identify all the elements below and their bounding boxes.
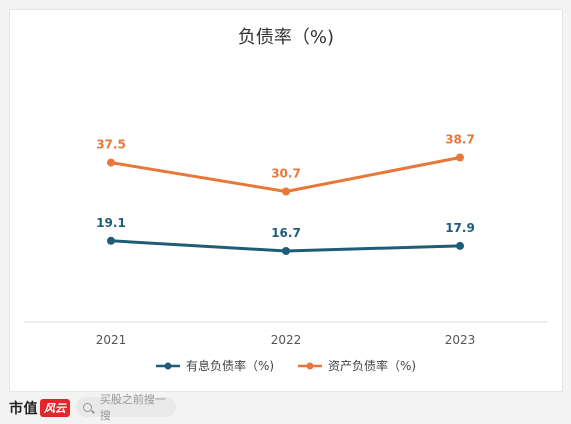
- series-layer: 19.1 16.7 17.9 37.5 30.7 38.7: [96, 133, 475, 255]
- legend-swatch-marker: [306, 362, 314, 370]
- brand-logo: 风云: [40, 399, 70, 417]
- data-point[interactable]: [282, 247, 290, 255]
- chart-title: 负债率（%): [238, 27, 334, 48]
- data-label: 38.7: [445, 133, 475, 147]
- legend-item[interactable]: 资产负债率（%): [298, 358, 416, 373]
- data-point[interactable]: [456, 241, 464, 250]
- data-point[interactable]: [107, 158, 115, 167]
- data-label: 30.7: [271, 167, 301, 181]
- brand-text: 市值: [9, 401, 38, 417]
- series-0: 19.1 16.7 17.9: [96, 216, 475, 255]
- data-label: 16.7: [271, 226, 301, 240]
- data-label: 17.9: [445, 221, 475, 235]
- data-label: 19.1: [96, 216, 126, 230]
- series-1: 37.5 30.7 38.7: [96, 133, 475, 196]
- data-point[interactable]: [107, 236, 115, 245]
- chart-card: 负债率（%) 2021 2022 2023 19.1 16.7 17.9 37.5 30.7…: [9, 9, 563, 392]
- search-placeholder: 买股之前搜一搜: [99, 393, 166, 422]
- legend: 有息负债率（%) 资产负债率（%): [156, 358, 416, 373]
- data-label: 37.5: [96, 138, 126, 152]
- brand[interactable]: 市值 风云: [9, 398, 70, 418]
- footer-bar: 市值 风云 买股之前搜一搜: [0, 392, 571, 424]
- x-tick-label: 2023: [445, 333, 476, 347]
- legend-label: 资产负债率（%): [328, 358, 416, 373]
- legend-swatch-marker: [164, 362, 172, 370]
- x-tick-labels: 2021 2022 2023: [96, 333, 476, 347]
- line-chart: 负债率（%) 2021 2022 2023 19.1 16.7 17.9 37.5 30.7…: [24, 27, 548, 373]
- search-icon: [83, 402, 92, 412]
- data-point[interactable]: [282, 187, 290, 196]
- x-tick-label: 2021: [96, 333, 127, 347]
- x-tick-label: 2022: [271, 333, 302, 347]
- legend-item[interactable]: 有息负债率（%): [156, 358, 274, 373]
- search-box[interactable]: 买股之前搜一搜: [76, 393, 176, 422]
- legend-label: 有息负债率（%): [186, 358, 274, 373]
- data-point[interactable]: [456, 153, 464, 162]
